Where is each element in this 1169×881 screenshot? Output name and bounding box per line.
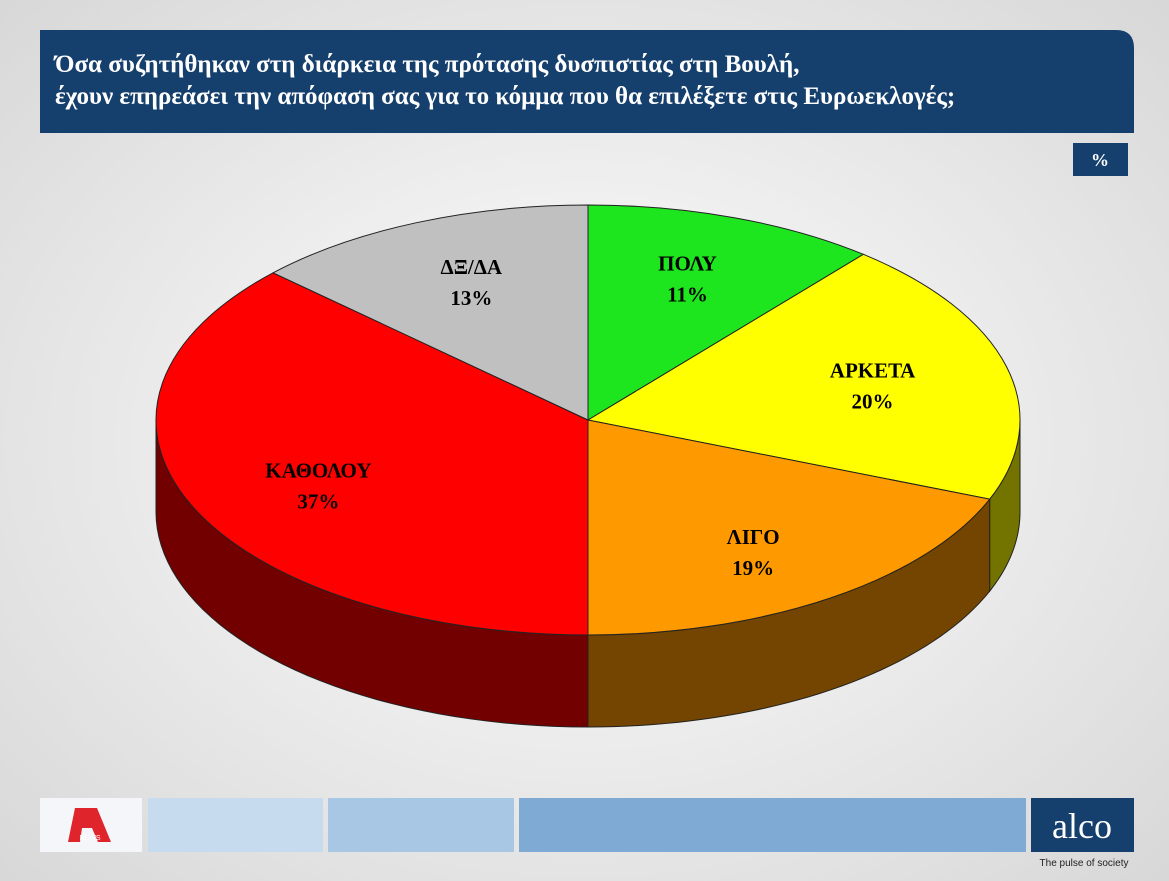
slice-label: ΚΑΘΟΛΟΥ xyxy=(265,458,371,482)
value-label: 37% xyxy=(297,489,339,513)
brand: alco xyxy=(1052,806,1112,846)
tagline: The pulse of society xyxy=(1040,858,1129,869)
unit-badge xyxy=(1073,143,1128,176)
footer-box xyxy=(148,798,323,852)
value-label: 11% xyxy=(667,282,708,306)
footer-box xyxy=(519,798,1026,852)
slice-label: ΛΙΓΟ xyxy=(727,525,780,549)
title-line: έχουν επηρεάσει την απόφαση σας για το κ… xyxy=(55,83,955,110)
pie-chart: ΠΟΛΥ 11% ΑΡΚΕΤΑ 20% ΛΙΓΟ 19% ΚΑΘΟΛΟΥ 37% ΔΞ/ΔΑ 13… xyxy=(155,204,1021,728)
logo-text: NEWS xyxy=(80,835,101,842)
news-logo xyxy=(68,808,111,842)
footer-box xyxy=(328,798,514,852)
slice xyxy=(155,272,589,636)
value-label: 19% xyxy=(732,556,774,580)
header-bar xyxy=(40,30,1134,133)
title-line: Όσα συζητήθηκαν στη διάρκεια της πρόταση… xyxy=(53,51,800,78)
brand-box xyxy=(1031,798,1134,852)
slice-label: ΠΟΛΥ xyxy=(658,251,717,275)
slice xyxy=(271,204,589,421)
slice xyxy=(586,253,1021,500)
slice-label: ΑΡΚΕΤΑ xyxy=(830,359,916,383)
slice xyxy=(587,419,991,636)
value-label: 13% xyxy=(450,286,492,310)
slice xyxy=(587,204,865,421)
value-label: 20% xyxy=(852,390,894,414)
slice-label: ΔΞ/ΔΑ xyxy=(441,255,503,279)
unit-label: % xyxy=(1091,150,1109,170)
